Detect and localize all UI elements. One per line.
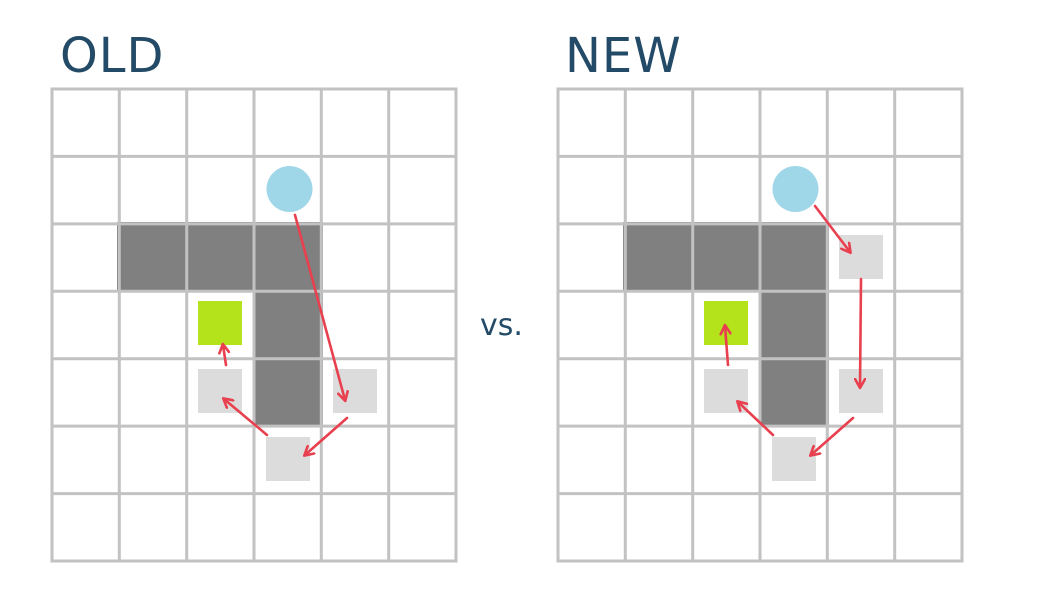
new-arrow-4 [738,402,775,437]
old-goal-square [198,301,242,345]
old-grid-lines [50,87,458,563]
old-path-arrows [223,213,349,455]
old-panel: OLD [50,28,458,563]
new-arrow-1 [813,204,850,252]
old-path-step [266,437,310,481]
new-start-circle [772,166,819,212]
new-arrow-2 [860,277,861,387]
old-arrow-4 [223,345,226,367]
new-wall-vertical [759,222,829,427]
old-grid [50,87,458,563]
old-start-circle [266,166,313,212]
new-panel: NEW [556,28,964,563]
new-path-step [839,235,883,279]
new-path-arrows [725,204,861,455]
old-arrow-1 [293,213,345,400]
new-arrow-3 [811,416,855,455]
old-title: OLD [60,28,164,84]
new-arrow-5 [725,326,728,367]
new-title: NEW [565,28,682,84]
old-arrow-2 [305,416,349,455]
new-grid-lines [556,87,964,563]
new-path-step [772,437,816,481]
vs-label: vs. [480,308,523,343]
old-arrow-3 [224,399,269,437]
old-wall-vertical [253,222,323,427]
old-path-step [198,369,242,413]
new-grid [556,87,964,563]
